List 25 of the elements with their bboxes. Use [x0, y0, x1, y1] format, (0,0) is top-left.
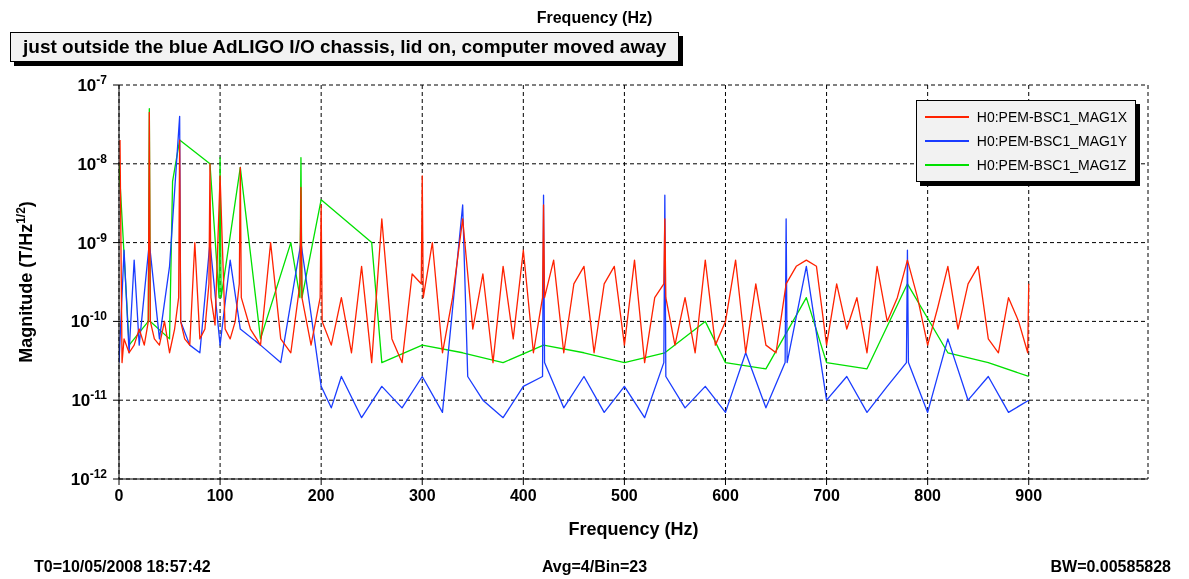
legend-label: H0:PEM-BSC1_MAG1X: [976, 109, 1127, 125]
y-tick-label: 10$^{-12}$: [70, 467, 108, 489]
text: Avg=4/Bin=23: [541, 558, 648, 575]
y-tick-label: 10$^{-11}$: [71, 388, 108, 411]
y-tick-label: 10$^{-8}$: [77, 151, 108, 174]
text: Frequency (Hz): [535, 8, 654, 28]
chart-title: just outside the blue AdLIGO I/O chassis, lid on, computer moved away: [10, 32, 680, 62]
x-tick-label: 900: [1015, 487, 1043, 504]
x-tick-label: 700: [813, 487, 841, 504]
legend-label: H0:PEM-BSC1_MAG1Z: [976, 157, 1127, 173]
legend-label: H0:PEM-BSC1_MAG1Y: [976, 133, 1127, 149]
y-tick-label: 10$^{-7}$: [77, 73, 108, 95]
x-tick-label: 100: [206, 487, 234, 504]
y-tick-label: 10$^{-9}$: [77, 230, 108, 253]
text: T0=10/05/2008 18:57:42: [34, 558, 211, 576]
x-axis-title: Frequency (Hz): [568, 519, 699, 539]
text: BW=0.00585828: [1050, 558, 1171, 576]
x-tick-label: 200: [307, 487, 335, 504]
x-tick-label: 400: [509, 487, 537, 504]
x-tick-label: 500: [611, 487, 638, 504]
x-tick-label: 300: [408, 487, 436, 504]
x-tick-label: 600: [712, 487, 739, 504]
y-tick-label: 10$^{-10}$: [70, 309, 108, 332]
x-tick-label: 0: [114, 487, 124, 504]
x-tick-label: 800: [914, 487, 942, 504]
